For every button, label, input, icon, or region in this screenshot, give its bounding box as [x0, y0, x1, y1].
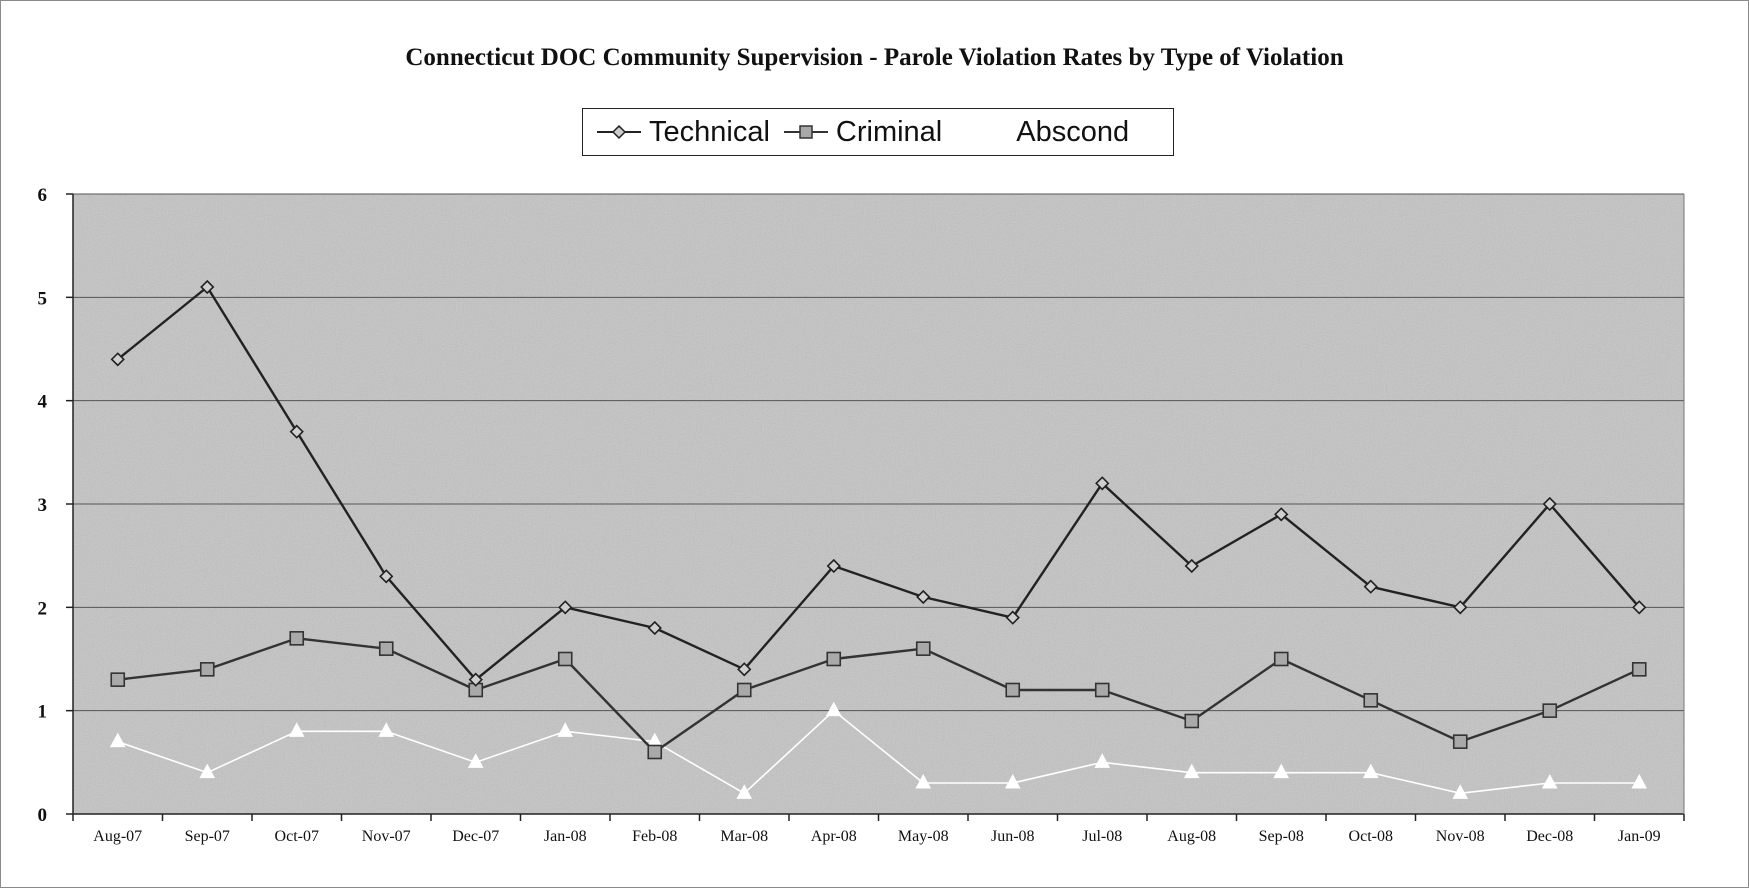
legend-label-technical: Technical	[649, 115, 770, 148]
y-tick-label: 4	[38, 392, 48, 413]
point-technical	[289, 424, 304, 439]
legend-label-abscond: Abscond	[1016, 115, 1130, 148]
x-tick-label: Mar-08	[720, 828, 768, 845]
point-criminal	[199, 662, 215, 677]
tick-labels: 0 1 2 3 4 5 6 Aug-07 Sep-07 Oct-07 Nov-07 Dec-07 Jan…	[38, 185, 1661, 845]
x-tick-label: Dec-07	[452, 828, 499, 845]
series-line-criminal	[117, 637, 1640, 754]
y-tick-label: 5	[38, 288, 48, 309]
x-tick-label: Sep-07	[185, 828, 230, 845]
point-criminal	[1273, 651, 1289, 667]
point-criminal	[1184, 713, 1200, 729]
legend-label-criminal: Criminal	[835, 115, 943, 148]
point-abscond	[1631, 773, 1648, 789]
point-abscond	[1094, 753, 1111, 768]
series-lines	[109, 279, 1648, 799]
x-tick-label: Nov-07	[362, 828, 411, 845]
point-abscond	[109, 732, 126, 748]
point-technical	[468, 672, 483, 687]
point-abscond	[825, 701, 842, 717]
x-tick-label: Oct-08	[1349, 828, 1393, 845]
point-abscond	[1541, 773, 1558, 789]
point-criminal	[1452, 734, 1468, 749]
point-abscond	[288, 722, 305, 737]
y-tick-label: 0	[38, 805, 48, 826]
x-tick-label: Jun-08	[991, 828, 1035, 845]
y-tick-label: 3	[38, 495, 48, 516]
point-abscond	[736, 784, 753, 799]
point-abscond	[915, 773, 932, 789]
series-line-abscond	[117, 709, 1640, 795]
point-technical	[1453, 600, 1468, 615]
point-criminal	[647, 744, 663, 760]
point-abscond	[1004, 773, 1021, 789]
x-tick-label: Feb-08	[632, 828, 677, 845]
x-tick-label: Jul-08	[1082, 828, 1122, 845]
legend-abscond-marker-icon	[964, 123, 1009, 139]
point-technical	[1632, 600, 1647, 615]
point-criminal	[736, 682, 752, 698]
point-technical	[826, 558, 841, 574]
point-abscond	[467, 753, 484, 768]
x-tick-label: Sep-08	[1259, 828, 1304, 845]
x-tick-label: Apr-08	[811, 828, 857, 845]
point-criminal	[1363, 693, 1379, 708]
point-technical	[110, 352, 125, 367]
point-criminal	[1005, 682, 1021, 698]
point-abscond	[557, 722, 574, 737]
x-tick-label: Nov-08	[1436, 828, 1485, 845]
point-abscond	[199, 763, 216, 779]
point-abscond	[1183, 763, 1200, 779]
axes	[66, 193, 1685, 821]
point-technical	[1363, 579, 1378, 594]
point-technical	[200, 279, 215, 295]
point-criminal	[826, 651, 842, 667]
point-technical	[1184, 558, 1199, 574]
point-criminal	[1631, 662, 1647, 677]
y-tick-label: 1	[38, 702, 48, 723]
point-technical	[1095, 476, 1110, 491]
point-technical	[1542, 496, 1557, 512]
point-technical	[1274, 507, 1289, 522]
point-abscond	[1362, 763, 1379, 779]
point-criminal	[289, 631, 305, 646]
point-criminal	[1542, 703, 1558, 718]
x-tick-label: Jan-09	[1618, 828, 1661, 845]
legend-item-technical: Technical	[595, 116, 770, 149]
legend-item-abscond: Abscond	[962, 116, 1129, 149]
legend-criminal-marker-icon	[783, 125, 828, 139]
point-technical	[1005, 610, 1020, 625]
point-criminal	[378, 641, 394, 656]
chart-legend: Technical Criminal Abscond	[582, 108, 1174, 156]
point-abscond	[1273, 763, 1290, 779]
point-abscond	[378, 722, 395, 737]
x-tick-label: May-08	[898, 828, 949, 845]
legend-technical-marker-icon	[597, 124, 641, 140]
series-line-technical	[116, 285, 1641, 681]
point-technical	[558, 600, 573, 615]
point-criminal	[915, 641, 931, 656]
y-tick-label: 2	[38, 598, 48, 619]
point-abscond	[1452, 784, 1469, 799]
y-tick-label: 6	[38, 185, 48, 206]
x-tick-label: Jan-08	[544, 828, 587, 845]
point-technical	[737, 662, 752, 677]
point-technical	[379, 569, 394, 584]
x-tick-label: Oct-07	[275, 828, 319, 845]
x-tick-label: Aug-07	[93, 828, 142, 845]
point-criminal	[557, 651, 573, 667]
x-tick-label: Dec-08	[1526, 828, 1573, 845]
point-technical	[916, 589, 931, 605]
point-criminal	[110, 672, 126, 687]
chart-title: Connecticut DOC Community Supervision - …	[405, 44, 1344, 71]
point-technical	[647, 620, 662, 636]
point-criminal	[1094, 682, 1110, 698]
legend-item-criminal: Criminal	[782, 116, 942, 149]
x-tick-label: Aug-08	[1167, 828, 1216, 845]
